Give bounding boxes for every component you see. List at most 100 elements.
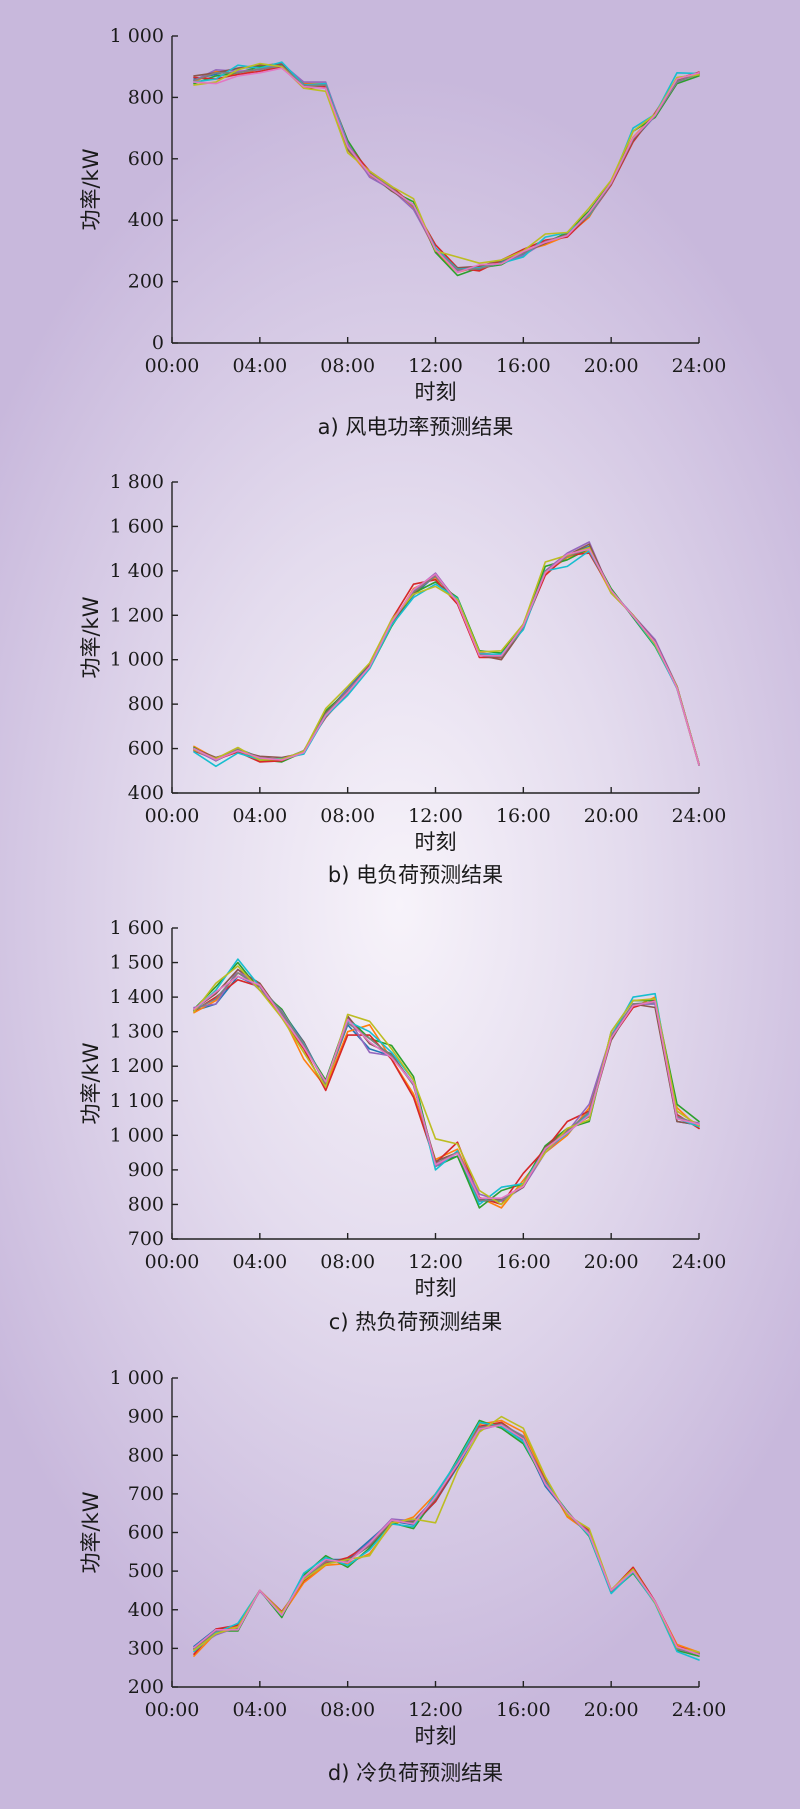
x-tick-label: 16:00 [496,355,551,377]
x-tick-label: 12:00 [408,1251,463,1273]
series-line [193,62,700,264]
x-tick-label: 16:00 [496,1699,551,1721]
chart-caption: a) 风电功率预测结果 [318,415,514,439]
y-tick-label: 1 100 [110,1090,164,1112]
series-line [193,1423,700,1655]
series-line [193,65,700,271]
y-tick-label: 200 [128,1676,164,1698]
y-tick-label: 800 [128,1444,164,1466]
series-line [193,1415,700,1653]
series-line [193,541,700,766]
y-tick-label: 800 [128,1193,164,1215]
y-tick-label: 800 [128,693,164,715]
x-tick-label: 24:00 [672,805,727,827]
y-tick-label: 1 500 [110,952,164,974]
y-tick-label: 1 200 [110,604,164,626]
series-line [193,543,700,765]
x-tick-label: 20:00 [584,1251,639,1273]
y-tick-label: 1 000 [110,649,164,671]
series-line [193,968,700,1201]
x-tick-label: 00:00 [145,1251,200,1273]
y-axis-title: 功率/kW [79,596,103,678]
x-tick-label: 04:00 [232,805,287,827]
series-line [193,958,700,1206]
series-line [193,545,700,765]
y-tick-label: 700 [128,1228,164,1250]
chart-caption: d) 冷负荷预测结果 [328,1761,503,1785]
x-tick-label: 20:00 [584,355,639,377]
x-tick-label: 08:00 [320,1251,375,1273]
x-tick-label: 16:00 [496,1251,551,1273]
series-line [193,1421,700,1655]
series-line [193,547,700,765]
x-tick-label: 04:00 [232,1251,287,1273]
y-tick-label: 800 [128,86,164,108]
y-tick-label: 600 [128,1522,164,1544]
y-tick-label: 900 [128,1406,164,1428]
series-line [193,546,700,765]
y-tick-label: 1 800 [110,471,164,493]
series-line [193,975,700,1202]
x-tick-label: 08:00 [320,805,375,827]
series-line [193,550,700,766]
chart-panel-a: 0 200 400 600 800 1 000 00:00 04:00 08:00 12:00 16… [79,25,726,439]
y-tick-label: 1 400 [110,986,164,1008]
y-tick-label: 1 200 [110,1055,164,1077]
x-axis-title: 时刻 [415,1724,457,1748]
x-tick-label: 00:00 [145,1699,200,1721]
series-group [193,61,700,277]
series-line [193,65,700,272]
y-tick-label: 1 300 [110,1021,164,1043]
series-line [193,67,700,274]
chart-panel-c: 700 800 900 1 000 1 100 1 200 1 300 1 400 1 500 1… [79,917,726,1334]
y-tick-label: 400 [128,782,164,804]
series-line [193,552,700,765]
series-line [193,975,700,1199]
series-line [193,972,700,1209]
x-tick-label: 20:00 [584,1699,639,1721]
y-tick-label: 400 [128,209,164,231]
chart-panel-d: 200 300 400 500 600 700 800 900 1 000 00:00 04:00 0… [79,1367,726,1785]
series-group [193,541,700,768]
x-tick-label: 08:00 [320,355,375,377]
series-line [193,1419,700,1657]
series-line [193,550,700,768]
series-line [193,63,700,269]
x-tick-label: 16:00 [496,805,551,827]
y-tick-label: 500 [128,1560,164,1582]
y-tick-label: 300 [128,1637,164,1659]
y-tick-label: 600 [128,148,164,170]
y-tick-label: 1 000 [110,25,164,47]
x-tick-label: 12:00 [408,355,463,377]
series-line [193,968,700,1202]
y-tick-label: 700 [128,1483,164,1505]
y-tick-label: 900 [128,1159,164,1181]
x-tick-label: 12:00 [408,1699,463,1721]
series-line [193,1423,700,1655]
series-line [193,1422,700,1655]
y-axis-title: 功率/kW [79,1491,103,1573]
y-tick-label: 1 000 [110,1124,164,1146]
series-line [193,62,700,272]
series-line [193,61,700,271]
x-tick-label: 24:00 [672,355,727,377]
series-line [193,1421,700,1661]
series-line [193,1424,700,1656]
series-line [193,972,700,1202]
x-tick-label: 04:00 [232,1699,287,1721]
y-tick-label: 1 600 [110,515,164,537]
series-line [193,67,700,274]
y-tick-label: 1 600 [110,917,164,939]
x-tick-label: 08:00 [320,1699,375,1721]
series-line [193,64,700,271]
y-tick-label: 1 400 [110,560,164,582]
series-line [193,547,700,766]
chart-caption: c) 热负荷预测结果 [329,1310,502,1334]
series-group [193,958,700,1209]
series-line [193,62,700,277]
x-tick-label: 12:00 [408,805,463,827]
series-group [193,1415,700,1661]
x-tick-label: 20:00 [584,805,639,827]
